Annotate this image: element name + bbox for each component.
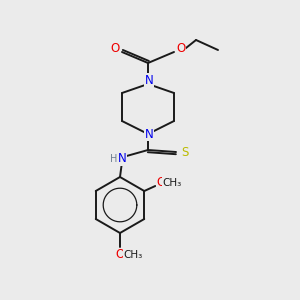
Text: CH₃: CH₃ (123, 250, 142, 260)
Text: O: O (176, 43, 186, 56)
Text: O: O (110, 43, 120, 56)
Text: N: N (145, 74, 153, 86)
Text: CH₃: CH₃ (163, 178, 182, 188)
Text: S: S (181, 146, 189, 158)
Text: N: N (118, 152, 126, 166)
Text: H: H (110, 154, 118, 164)
Text: N: N (145, 128, 153, 140)
Text: O: O (116, 248, 124, 262)
Text: O: O (157, 176, 166, 190)
